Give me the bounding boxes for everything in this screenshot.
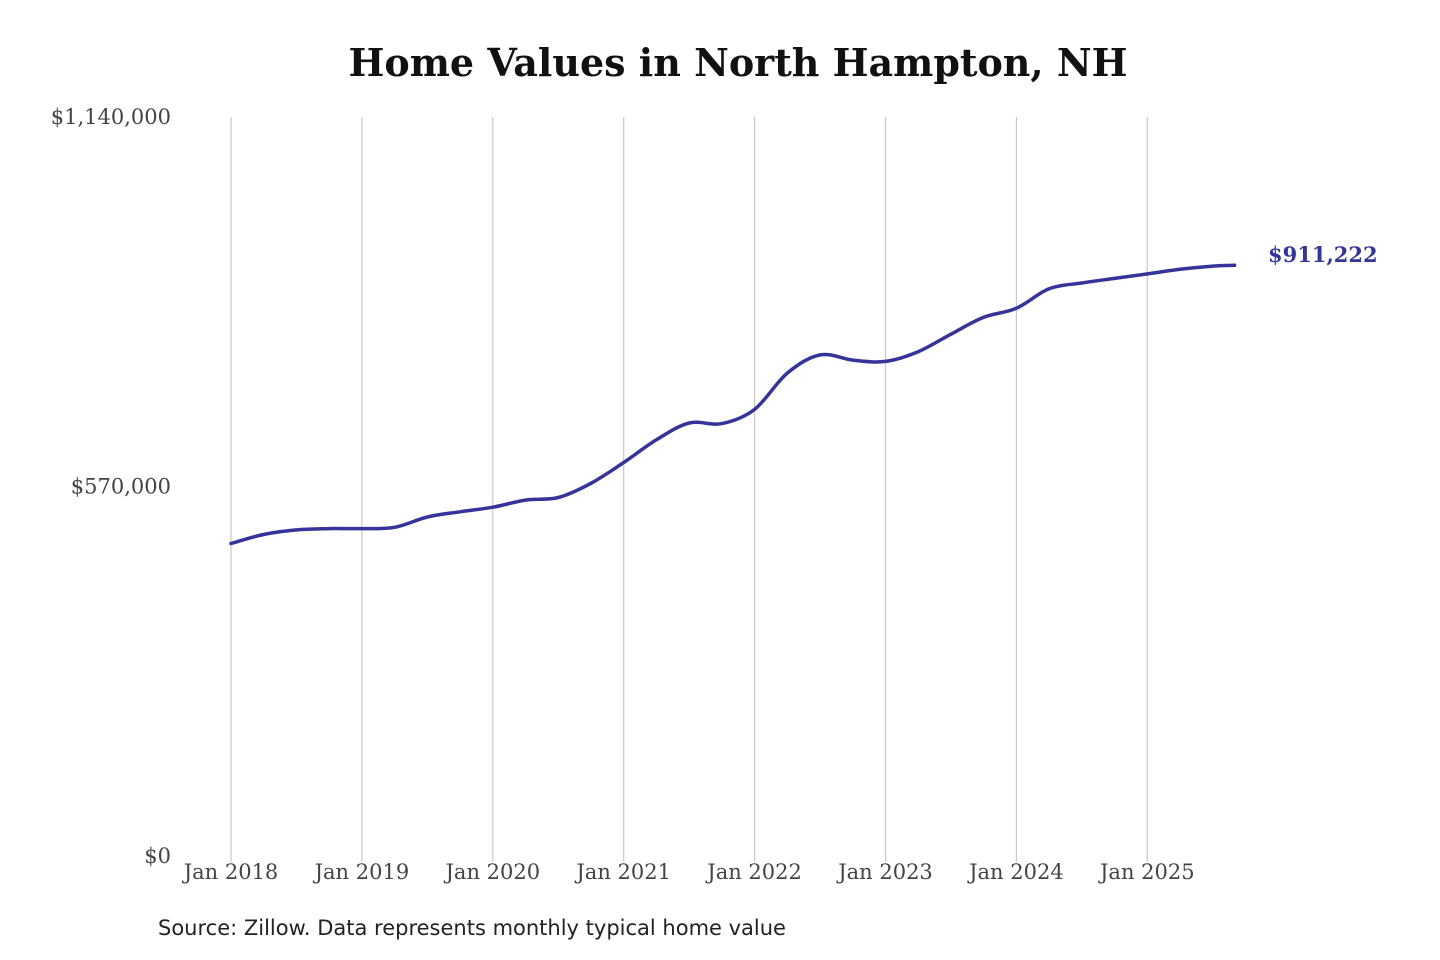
source-note: Source: Zillow. Data represents monthly … [158,916,786,940]
x-tick-label: Jan 2020 [444,860,541,884]
x-tick-label: Jan 2019 [313,860,410,884]
end-value-label: $911,222 [1268,242,1378,267]
series-line [229,263,1237,546]
x-tick-label: Jan 2023 [836,860,933,884]
x-tick-label: Jan 2025 [1098,860,1195,884]
x-tick-label: Jan 2024 [967,860,1064,884]
gridlines [230,117,1148,862]
x-tick-label: Jan 2018 [182,860,279,884]
y-tick-label: $0 [144,844,171,868]
x-axis-tick-labels: Jan 2018 Jan 2019 Jan 2020 Jan 2021 Jan 2022… [182,860,1195,884]
chart-title: Home Values in North Hampton, NH [348,40,1128,85]
y-tick-label: $1,140,000 [51,105,171,129]
y-tick-label: $570,000 [71,475,171,499]
x-tick-label: Jan 2022 [705,860,802,884]
y-axis-tick-labels: $1,140,000 $570,000 $0 [51,105,171,868]
x-tick-label: Jan 2021 [574,860,671,884]
